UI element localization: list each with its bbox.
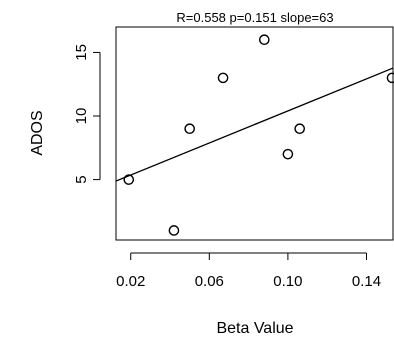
data-point [386,72,394,84]
regression-line-group [116,67,393,182]
x-tick-label: 0.02 [116,273,145,290]
data-point [217,72,229,84]
y-tick-label: 15 [73,44,90,61]
plot-box [115,26,394,241]
x-tick-label: 0.10 [273,273,302,290]
y-axis-label: ADOS [29,110,46,155]
data-point [282,148,294,160]
data-point [184,123,195,135]
y-axis: 5 10 15 [73,44,101,184]
regression-line [116,67,393,182]
chart-title: R=0.558 p=0.151 slope=63 [176,10,333,25]
y-tick-label: 10 [73,108,90,125]
data-point [294,123,305,135]
data-point [168,225,180,236]
y-tick-label: 5 [73,175,90,183]
x-axis-label: Beta Value [216,320,293,337]
data-point [259,34,270,46]
x-axis: 0.02 0.06 0.10 0.14 [116,252,381,290]
data-point [123,174,135,185]
x-tick-label: 0.14 [352,273,381,290]
x-tick-label: 0.06 [195,273,224,290]
data-points [123,34,394,236]
